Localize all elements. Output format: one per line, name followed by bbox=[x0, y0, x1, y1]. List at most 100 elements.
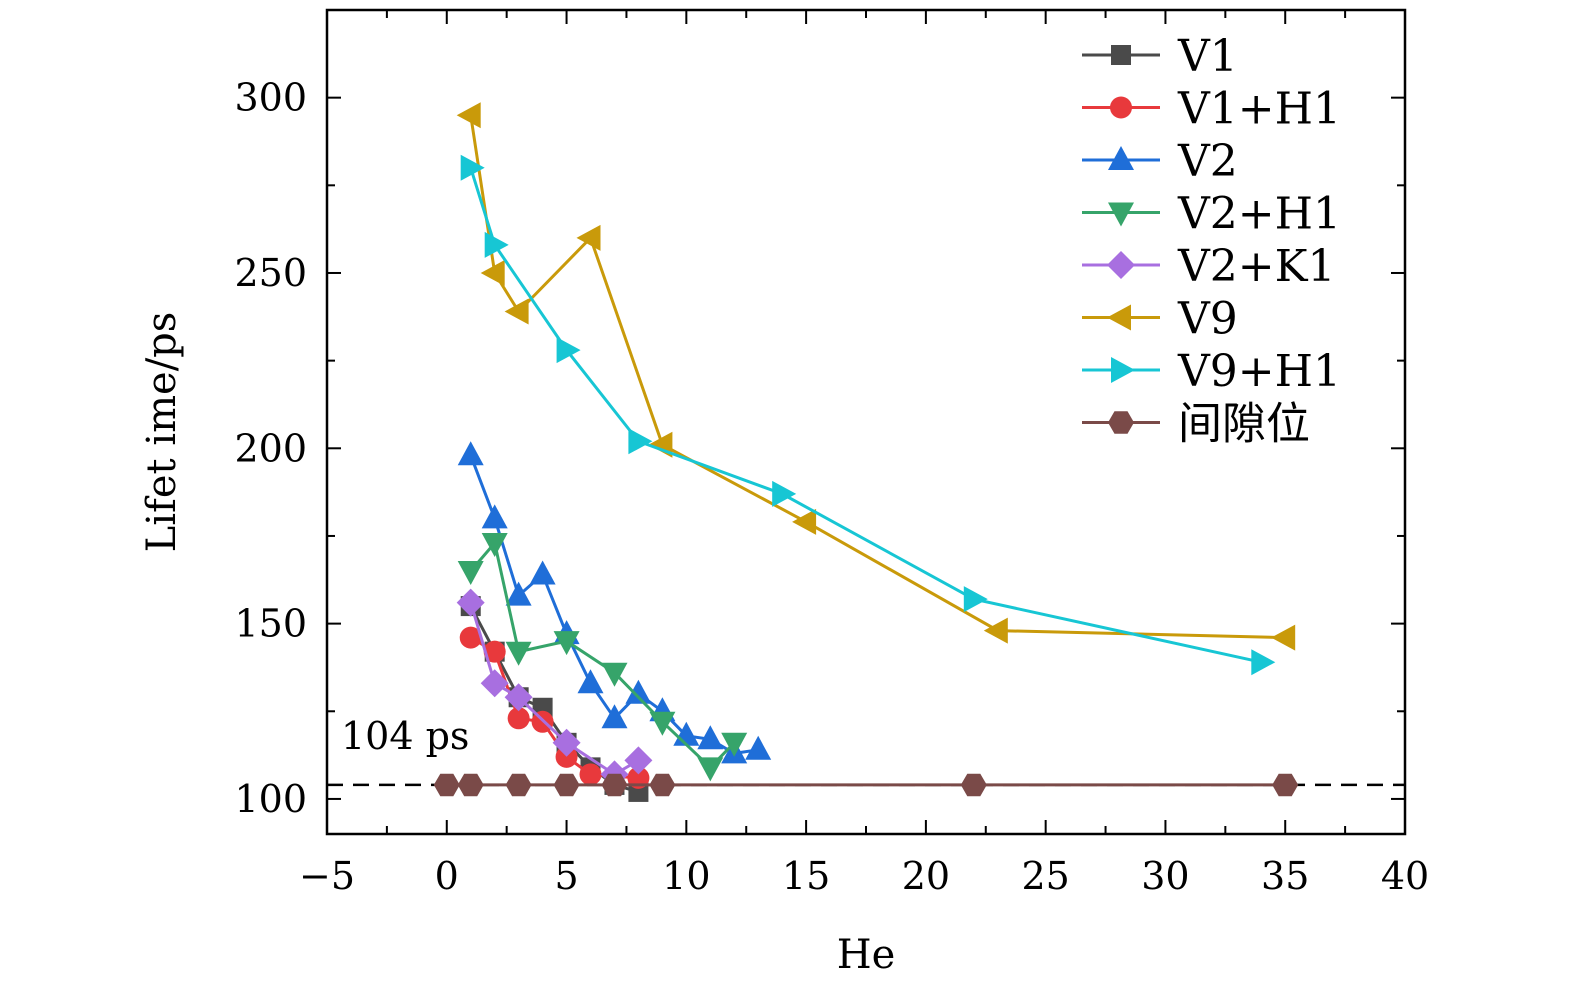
data-point bbox=[649, 711, 676, 736]
data-point bbox=[504, 683, 533, 712]
legend-item: V2+K1 bbox=[1082, 241, 1336, 292]
legend-marker bbox=[1107, 304, 1131, 331]
data-point bbox=[456, 588, 485, 617]
y-tick-label: 150 bbox=[234, 602, 307, 646]
data-point bbox=[481, 533, 508, 557]
y-tick-label: 250 bbox=[234, 251, 307, 295]
series-4 bbox=[456, 588, 653, 789]
x-tick-label: −5 bbox=[299, 854, 355, 898]
data-point bbox=[459, 626, 482, 649]
legend-item: V9 bbox=[1082, 294, 1238, 345]
data-point bbox=[627, 766, 650, 789]
data-point bbox=[579, 763, 602, 786]
data-point bbox=[697, 757, 724, 782]
data-point bbox=[555, 745, 578, 768]
x-tick-label: 10 bbox=[662, 854, 710, 898]
y-tick-label: 100 bbox=[234, 777, 307, 821]
data-point bbox=[504, 298, 529, 325]
x-tick-label: 30 bbox=[1141, 854, 1189, 898]
data-point bbox=[628, 428, 653, 455]
x-tick-label: 5 bbox=[554, 854, 578, 898]
data-point bbox=[481, 504, 508, 529]
data-point bbox=[601, 662, 628, 687]
x-tick-label: 20 bbox=[902, 854, 950, 898]
data-point bbox=[624, 746, 653, 775]
data-point bbox=[433, 773, 460, 797]
data-point bbox=[529, 560, 556, 585]
legend-marker bbox=[1111, 357, 1135, 383]
data-point bbox=[601, 704, 628, 729]
data-point bbox=[456, 102, 481, 129]
series-7 bbox=[433, 773, 1299, 797]
legend-item: V1+H1 bbox=[1082, 84, 1341, 135]
data-point bbox=[772, 480, 797, 507]
data-point bbox=[507, 707, 530, 730]
axis-ticks: −5 0 5 10 15 20 25 30 35 40 100 150 200 250 300 bbox=[234, 9, 1429, 898]
x-tick-label: 40 bbox=[1381, 854, 1429, 898]
data-point bbox=[625, 679, 652, 704]
data-point bbox=[552, 728, 581, 757]
data-point bbox=[576, 224, 601, 251]
y-tick-label: 300 bbox=[234, 76, 307, 120]
legend-marker bbox=[1108, 411, 1134, 434]
data-point bbox=[1272, 773, 1299, 797]
legend-label: V2+H1 bbox=[1177, 189, 1341, 240]
data-point bbox=[484, 231, 509, 258]
x-tick-label: 35 bbox=[1261, 854, 1309, 898]
legend-marker bbox=[1107, 251, 1135, 279]
legend-marker bbox=[1108, 146, 1134, 170]
data-point bbox=[457, 773, 484, 797]
x-tick-label: 15 bbox=[782, 854, 830, 898]
x-tick-label: 25 bbox=[1021, 854, 1069, 898]
data-point bbox=[649, 773, 676, 797]
series-line bbox=[469, 539, 736, 770]
data-point bbox=[963, 586, 988, 613]
data-point bbox=[505, 641, 532, 666]
legend-item: V2 bbox=[1082, 136, 1238, 187]
data-point bbox=[457, 561, 484, 585]
series-1 bbox=[459, 626, 650, 789]
legend-item: V2+H1 bbox=[1082, 189, 1341, 240]
legend-marker bbox=[1108, 202, 1134, 227]
data-point bbox=[1271, 624, 1296, 651]
data-point bbox=[553, 631, 580, 656]
data-point bbox=[601, 773, 628, 797]
data-point bbox=[460, 154, 485, 181]
legend-item: V1 bbox=[1082, 31, 1238, 82]
data-point bbox=[480, 260, 505, 286]
data-point bbox=[983, 617, 1008, 644]
legend-label: V9+H1 bbox=[1177, 346, 1341, 397]
legend-label: V1+H1 bbox=[1177, 84, 1341, 135]
data-point bbox=[483, 640, 506, 663]
data-point bbox=[505, 581, 532, 606]
data-point bbox=[553, 773, 580, 797]
series-line bbox=[469, 114, 1286, 640]
data-point bbox=[721, 732, 748, 757]
plot-frame bbox=[325, 8, 1407, 836]
data-point bbox=[697, 725, 724, 750]
legend-label: V2 bbox=[1177, 136, 1238, 187]
legend-item: V9+H1 bbox=[1082, 346, 1341, 397]
legend-label: V9 bbox=[1177, 294, 1238, 345]
legend-label: V2+K1 bbox=[1177, 241, 1336, 292]
series-group bbox=[433, 102, 1299, 802]
data-point bbox=[792, 508, 817, 535]
data-point bbox=[505, 773, 532, 797]
reference-line-label: 104 ps bbox=[341, 714, 469, 758]
legend-marker bbox=[1110, 96, 1132, 119]
series-5 bbox=[456, 102, 1296, 651]
data-point bbox=[556, 337, 581, 364]
series-3 bbox=[457, 533, 748, 782]
x-tick-label: 0 bbox=[435, 854, 459, 898]
legend-label: V1 bbox=[1177, 31, 1238, 82]
legend-item: 间隙位 bbox=[1082, 399, 1310, 450]
y-axis-label: Lifet ime/ps bbox=[139, 312, 185, 553]
data-point bbox=[457, 441, 484, 466]
data-point bbox=[1251, 649, 1276, 676]
series-6 bbox=[460, 154, 1276, 676]
legend-label: 间隙位 bbox=[1178, 399, 1310, 450]
x-axis-label: He bbox=[837, 932, 896, 978]
data-point bbox=[480, 669, 509, 698]
